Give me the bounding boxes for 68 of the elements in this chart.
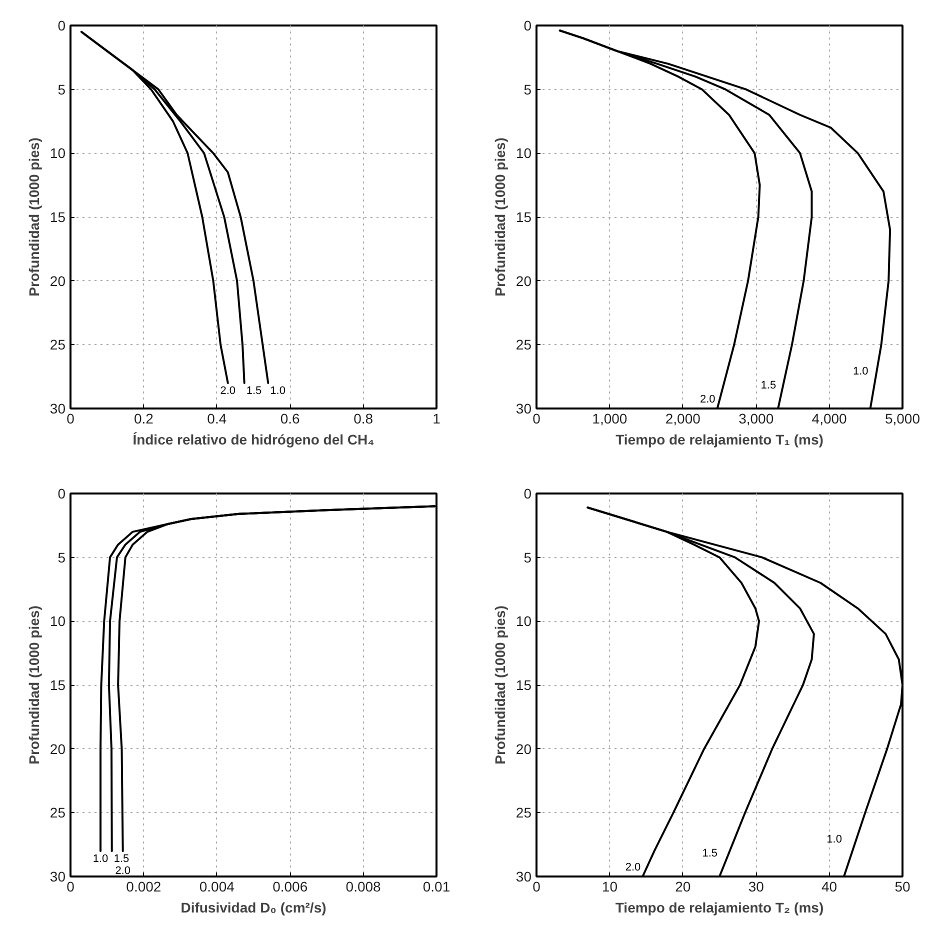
y-tick-label: 30: [516, 400, 532, 416]
legend-label: 2.0: [700, 394, 716, 406]
y-tick-label: 20: [50, 272, 66, 289]
y-tick-label: 25: [516, 336, 532, 353]
x-tick-label: 1: [432, 410, 441, 426]
series-label: 1.0: [270, 384, 286, 397]
y-tick-label: 15: [50, 209, 66, 225]
x-tick-label: 0.2: [134, 410, 154, 426]
x-tick-label: 0.4: [207, 410, 227, 426]
x-tick-label: 4,000: [812, 410, 848, 426]
y-tick-label: 25: [50, 336, 66, 353]
series-label: 1.5: [114, 852, 130, 865]
legend-label: 2.0: [115, 864, 130, 877]
x-axis-title: Difusividad D₀ (cm²/s): [180, 900, 326, 916]
y-tick-label: 15: [516, 209, 532, 225]
y-tick-label: 20: [50, 740, 66, 757]
y-axis-title: Profundidad (1000 pies): [26, 138, 42, 296]
x-axis-title: Índice relativo de hidrógeno del CH₄: [132, 432, 374, 448]
x-tick-label: 30: [748, 878, 764, 894]
x-tick-label: 0.006: [272, 878, 308, 894]
y-tick-label: 25: [50, 804, 66, 821]
y-tick-label: 5: [58, 549, 66, 566]
x-tick-label: 0.01: [422, 878, 450, 894]
y-tick-label: 30: [50, 400, 66, 416]
series-label: 1.5: [760, 380, 776, 392]
x-tick-label: 0.002: [126, 878, 162, 894]
y-tick-label: 10: [516, 613, 532, 630]
series-label: 2.0: [220, 384, 236, 397]
x-tick-label: 0.004: [199, 878, 235, 894]
y-tick-label: 0: [58, 486, 66, 502]
x-tick-label: 40: [822, 878, 838, 894]
series-label: 1.0: [853, 366, 868, 378]
x-tick-label: 20: [675, 878, 691, 894]
legend-label: 2.0: [625, 862, 641, 874]
x-tick-label: 1,000: [592, 410, 628, 426]
x-tick-label: 0.8: [354, 410, 374, 426]
y-tick-label: 10: [50, 145, 66, 162]
y-tick-label: 25: [516, 804, 532, 821]
series-label: 1.0: [92, 852, 108, 865]
x-axis-title: Tiempo de relajamiento T₁ (ms): [616, 432, 824, 448]
y-axis-title: Profundidad (1000 pies): [26, 606, 42, 764]
y-tick-label: 5: [58, 81, 66, 98]
x-tick-label: 5,000: [884, 410, 920, 426]
x-tick-label: 0.008: [346, 878, 382, 894]
x-tick-label: 2,000: [665, 410, 701, 426]
x-tick-label: 10: [602, 878, 618, 894]
x-axis-title: Tiempo de relajamiento T₂ (ms): [615, 900, 824, 916]
y-tick-label: 10: [50, 613, 66, 630]
y-tick-label: 15: [516, 677, 532, 693]
x-tick-label: 0.6: [280, 410, 300, 426]
y-tick-label: 0: [524, 18, 532, 34]
y-tick-label: 15: [50, 677, 66, 693]
y-tick-label: 0: [58, 18, 66, 34]
series-label: 1.5: [246, 384, 262, 397]
y-tick-label: 0: [524, 486, 532, 502]
y-tick-label: 20: [516, 740, 532, 757]
x-tick-label: 3,000: [738, 410, 774, 426]
y-tick-label: 30: [516, 868, 532, 884]
y-tick-label: 5: [524, 81, 532, 98]
series-label: 1.0: [826, 834, 842, 846]
y-tick-label: 30: [50, 868, 66, 884]
series-label: 1.5: [702, 848, 718, 860]
y-axis-title: Profundidad (1000 pies): [492, 138, 508, 296]
y-tick-label: 5: [524, 549, 532, 566]
y-tick-label: 20: [516, 272, 532, 289]
x-tick-label: 50: [894, 878, 910, 894]
y-tick-label: 10: [516, 145, 532, 162]
y-axis-title: Profundidad (1000 pies): [492, 606, 508, 764]
